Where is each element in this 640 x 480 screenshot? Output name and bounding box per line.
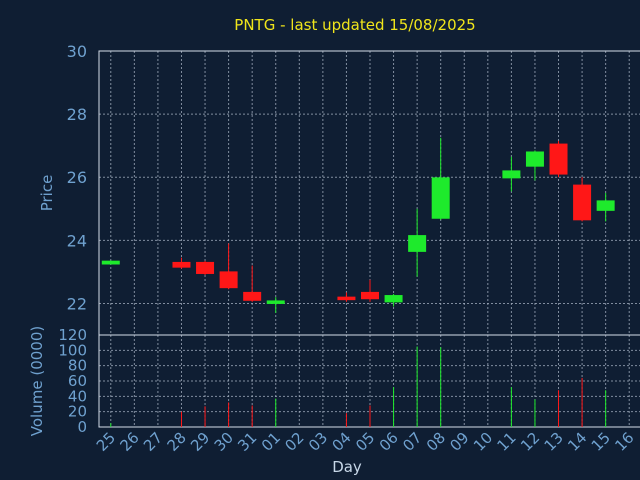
x-ticks: 2526272829303101020304050607080910111213… — [93, 429, 638, 455]
volume-y-axis-label: Volume (0000) — [28, 326, 46, 436]
candle-body — [549, 143, 568, 175]
volume-y-tick-label: 120 — [58, 326, 87, 344]
candle-body — [502, 170, 521, 179]
price-y-tick-label: 24 — [67, 231, 87, 250]
candle-body — [196, 261, 215, 274]
candle-body — [337, 296, 356, 301]
candle-body — [408, 235, 427, 252]
candle-body — [525, 151, 544, 167]
volume-y-tick-label: 0 — [77, 418, 87, 436]
price-y-tick-label: 22 — [67, 294, 87, 313]
price-y-axis-label: Price — [38, 175, 56, 212]
volume-bars — [110, 346, 607, 427]
price-y-tick-label: 30 — [67, 42, 87, 61]
volume-y-tick-label: 40 — [68, 387, 87, 405]
x-axis-label: Day — [332, 458, 362, 476]
volume-y-tick-label: 100 — [58, 341, 87, 359]
candle-body — [384, 295, 403, 303]
candles — [101, 137, 615, 313]
candle-body — [266, 300, 285, 304]
volume-y-tick-label: 60 — [68, 372, 87, 390]
candle-body — [596, 200, 615, 211]
volume-y-tick-label: 80 — [68, 357, 87, 375]
candle-body — [573, 184, 592, 221]
price-y-tick-label: 26 — [67, 168, 87, 187]
price-y-ticks: 22 24 26 28 30 — [67, 42, 87, 313]
candle-body — [243, 291, 262, 301]
candle-body — [361, 291, 379, 300]
candle-body — [101, 260, 120, 265]
chart-title: PNTG - last updated 15/08/2025 — [234, 16, 475, 34]
candle-body — [219, 271, 238, 289]
candle-body — [172, 261, 191, 268]
volume-y-tick-label: 20 — [68, 403, 87, 421]
candle-body — [431, 177, 450, 219]
price-y-tick-label: 28 — [67, 105, 87, 124]
